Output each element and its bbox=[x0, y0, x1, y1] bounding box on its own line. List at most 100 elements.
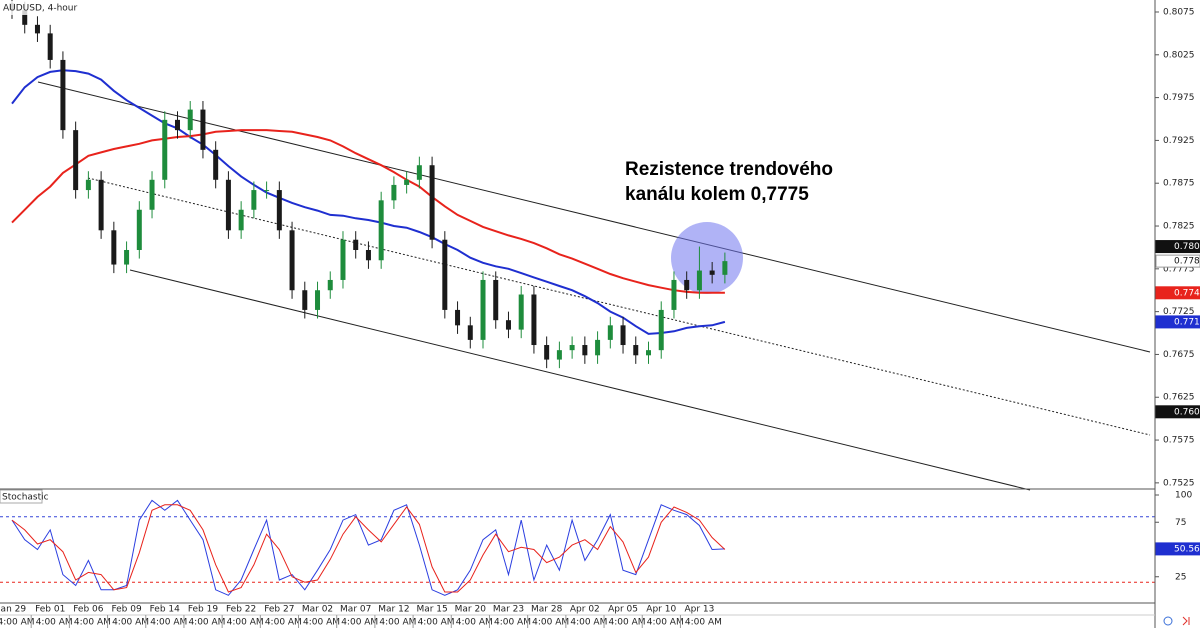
y-tick-label: 0.7575 bbox=[1163, 436, 1195, 446]
candle-body bbox=[416, 165, 422, 180]
x-time-label: 4:00 AM bbox=[341, 618, 378, 628]
candle-body bbox=[518, 294, 524, 330]
candle-body bbox=[582, 345, 588, 356]
corner-icons bbox=[1163, 616, 1190, 626]
annotation: kanálu kolem 0,7775 bbox=[625, 184, 809, 205]
x-tick-label: Feb 01 bbox=[35, 605, 65, 615]
candle-body bbox=[213, 149, 219, 180]
candle-body bbox=[684, 279, 690, 291]
value-marker-label: 0.7747 bbox=[1174, 288, 1200, 298]
x-time-label: 4:00 AM bbox=[570, 618, 607, 628]
candle-body bbox=[365, 249, 371, 261]
channel-upper bbox=[37, 81, 1151, 353]
candle-body bbox=[162, 119, 168, 180]
candle-body bbox=[595, 339, 601, 356]
candle-body bbox=[505, 320, 511, 330]
value-marker bbox=[1155, 240, 1200, 254]
line bbox=[11, 499, 725, 596]
candle-body bbox=[378, 200, 384, 261]
candle-body bbox=[480, 279, 486, 340]
candle-body bbox=[442, 239, 448, 310]
line bbox=[11, 129, 725, 294]
y-tick-label: 25 bbox=[1175, 572, 1186, 582]
x-tick-label: Feb 22 bbox=[226, 605, 256, 615]
candle-body bbox=[544, 345, 550, 360]
candle-body bbox=[493, 279, 499, 321]
y-tick-label: 0.7525 bbox=[1163, 478, 1195, 488]
candle-body bbox=[696, 270, 702, 291]
chart-title: AUDUSD, 4-hour bbox=[3, 4, 78, 14]
candle-body bbox=[47, 33, 53, 60]
candle-body bbox=[98, 179, 104, 231]
y-tick-label: 100 bbox=[1175, 491, 1192, 501]
candle-body bbox=[607, 325, 613, 340]
candle-body bbox=[327, 279, 333, 291]
candle-body bbox=[73, 130, 79, 191]
candle-body bbox=[633, 345, 639, 356]
candle-body bbox=[60, 59, 66, 131]
candle-body bbox=[556, 350, 562, 360]
y-tick-label: 0.7625 bbox=[1163, 393, 1195, 403]
plot bbox=[0, 0, 1155, 596]
x-tick-label: Apr 05 bbox=[608, 605, 638, 615]
candle-body bbox=[391, 184, 397, 201]
candle-body bbox=[276, 190, 282, 231]
x-time-label: 4:00 AM bbox=[112, 618, 149, 628]
candle-body bbox=[174, 119, 180, 131]
x-time-label: 4:00 AM bbox=[188, 618, 225, 628]
candle-body bbox=[149, 179, 155, 210]
x-tick-label: Apr 13 bbox=[684, 605, 714, 615]
candle-body bbox=[646, 350, 651, 356]
stoch-title-bg bbox=[0, 489, 43, 504]
title-bg bbox=[0, 1, 72, 15]
value-marker bbox=[1155, 405, 1200, 419]
x-tick-label: Feb 19 bbox=[188, 605, 219, 615]
x-tick-label: Apr 02 bbox=[570, 605, 600, 615]
candle-body bbox=[302, 290, 308, 310]
highlight-circle bbox=[671, 222, 743, 294]
x-tick-label: Mar 15 bbox=[416, 605, 447, 615]
x-tick-label: Feb 14 bbox=[150, 605, 181, 615]
line bbox=[11, 69, 726, 335]
x-tick-label: Feb 06 bbox=[73, 605, 104, 615]
x-time-label: 4:00 AM bbox=[647, 618, 684, 628]
x-time-label: 4:00 AM bbox=[494, 618, 531, 628]
x-time-label: 4:00 AM bbox=[379, 618, 416, 628]
x-tick-label: Jan 29 bbox=[0, 605, 26, 615]
x-tick-label: Mar 02 bbox=[302, 605, 333, 615]
candle-body bbox=[455, 309, 461, 326]
channel-lower bbox=[129, 269, 1031, 491]
candle-body bbox=[315, 290, 321, 310]
line bbox=[11, 504, 726, 593]
icon bbox=[1182, 616, 1190, 626]
candle-body bbox=[22, 10, 28, 25]
y-tick-label: 0.7725 bbox=[1163, 307, 1195, 317]
x-tick-label: Feb 09 bbox=[111, 605, 142, 615]
candle-body bbox=[136, 209, 142, 250]
y-tick-label: 0.7975 bbox=[1163, 93, 1195, 103]
candle-body bbox=[340, 239, 346, 280]
candle-body bbox=[429, 165, 435, 240]
candle-body bbox=[531, 294, 537, 346]
x-time-label: 4:00 AM bbox=[0, 618, 35, 628]
candle-body bbox=[200, 109, 206, 150]
x-time-label: 4:00 AM bbox=[532, 618, 569, 628]
annotation: Rezistence trendového bbox=[625, 159, 833, 180]
y-tick-label: 0.8075 bbox=[1163, 7, 1195, 17]
y-tick-label: 0.7775 bbox=[1163, 264, 1195, 274]
candle-body bbox=[467, 325, 473, 340]
icon bbox=[1163, 616, 1173, 626]
y-tick-label: 0.7675 bbox=[1163, 350, 1195, 360]
candle-body bbox=[124, 249, 130, 265]
x-time-label: 4:00 AM bbox=[150, 618, 187, 628]
x-time-label: 4:00 AM bbox=[418, 618, 455, 628]
value-marker bbox=[1155, 542, 1200, 556]
x-time-label: 4:00 AM bbox=[227, 618, 264, 628]
x-tick-label: Mar 28 bbox=[531, 605, 563, 615]
x-time-label: 4:00 AM bbox=[609, 618, 646, 628]
candle-body bbox=[289, 230, 295, 291]
x-time-label: 4:00 AM bbox=[74, 618, 111, 628]
value-marker-label: 0.7608 bbox=[1174, 407, 1200, 417]
